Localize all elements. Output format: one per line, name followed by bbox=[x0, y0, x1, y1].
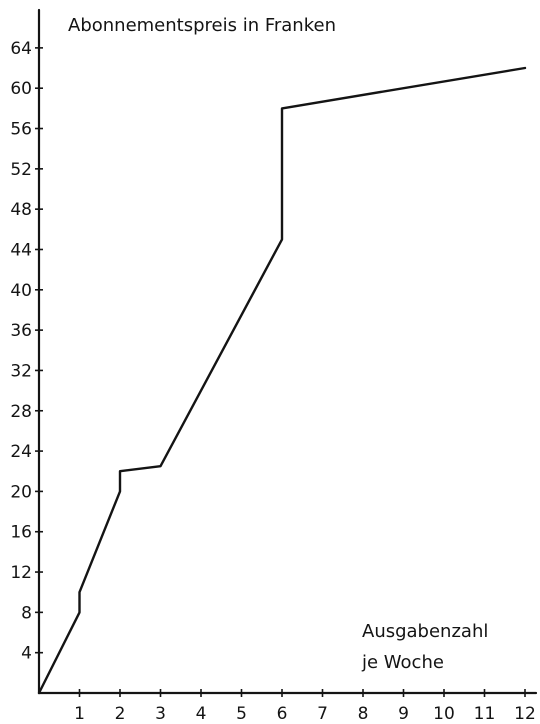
y-tick-label: 64 bbox=[10, 39, 32, 59]
series-line bbox=[37, 66, 527, 695]
x-tick-label: 8 bbox=[358, 704, 369, 724]
y-tick-label: 16 bbox=[10, 523, 32, 543]
x-axis-title-line-2: je Woche bbox=[361, 652, 444, 673]
x-tick-label: 4 bbox=[196, 704, 207, 724]
chart-axes bbox=[37, 8, 538, 695]
y-tick-label: 32 bbox=[10, 361, 32, 381]
x-tick-label: 3 bbox=[155, 704, 166, 724]
x-tick-label: 12 bbox=[514, 704, 536, 724]
y-tick-label: 56 bbox=[10, 120, 32, 140]
y-axis-title: Abonnementspreis in Franken bbox=[68, 15, 336, 36]
x-tick-label: 11 bbox=[474, 704, 496, 724]
y-tick-label: 20 bbox=[10, 482, 32, 502]
x-tick-label: 2 bbox=[115, 704, 126, 724]
x-tick-label: 1 bbox=[74, 704, 85, 724]
y-tick-label: 44 bbox=[10, 240, 32, 260]
y-tick-label: 40 bbox=[10, 281, 32, 301]
x-axis-title-line-1: Ausgabenzahl bbox=[362, 621, 488, 642]
y-tick-label: 48 bbox=[10, 200, 32, 220]
x-ticks: 1 2 3 4 5 6 7 8 9 10 11 12 bbox=[74, 689, 536, 724]
y-tick-label: 12 bbox=[10, 563, 32, 583]
x-tick-label: 9 bbox=[398, 704, 409, 724]
y-tick-label: 36 bbox=[10, 321, 32, 341]
x-tick-label: 6 bbox=[277, 704, 288, 724]
y-tick-label: 8 bbox=[21, 603, 32, 623]
y-tick-label: 24 bbox=[10, 442, 32, 462]
series-layer bbox=[37, 66, 527, 695]
x-tick-label: 7 bbox=[317, 704, 328, 724]
y-tick-label: 60 bbox=[10, 79, 32, 99]
y-tick-label: 4 bbox=[21, 644, 32, 664]
x-tick-label: 10 bbox=[433, 704, 455, 724]
y-tick-label: 28 bbox=[10, 402, 32, 422]
x-tick-label: 5 bbox=[236, 704, 247, 724]
y-tick-label: 52 bbox=[10, 160, 32, 180]
